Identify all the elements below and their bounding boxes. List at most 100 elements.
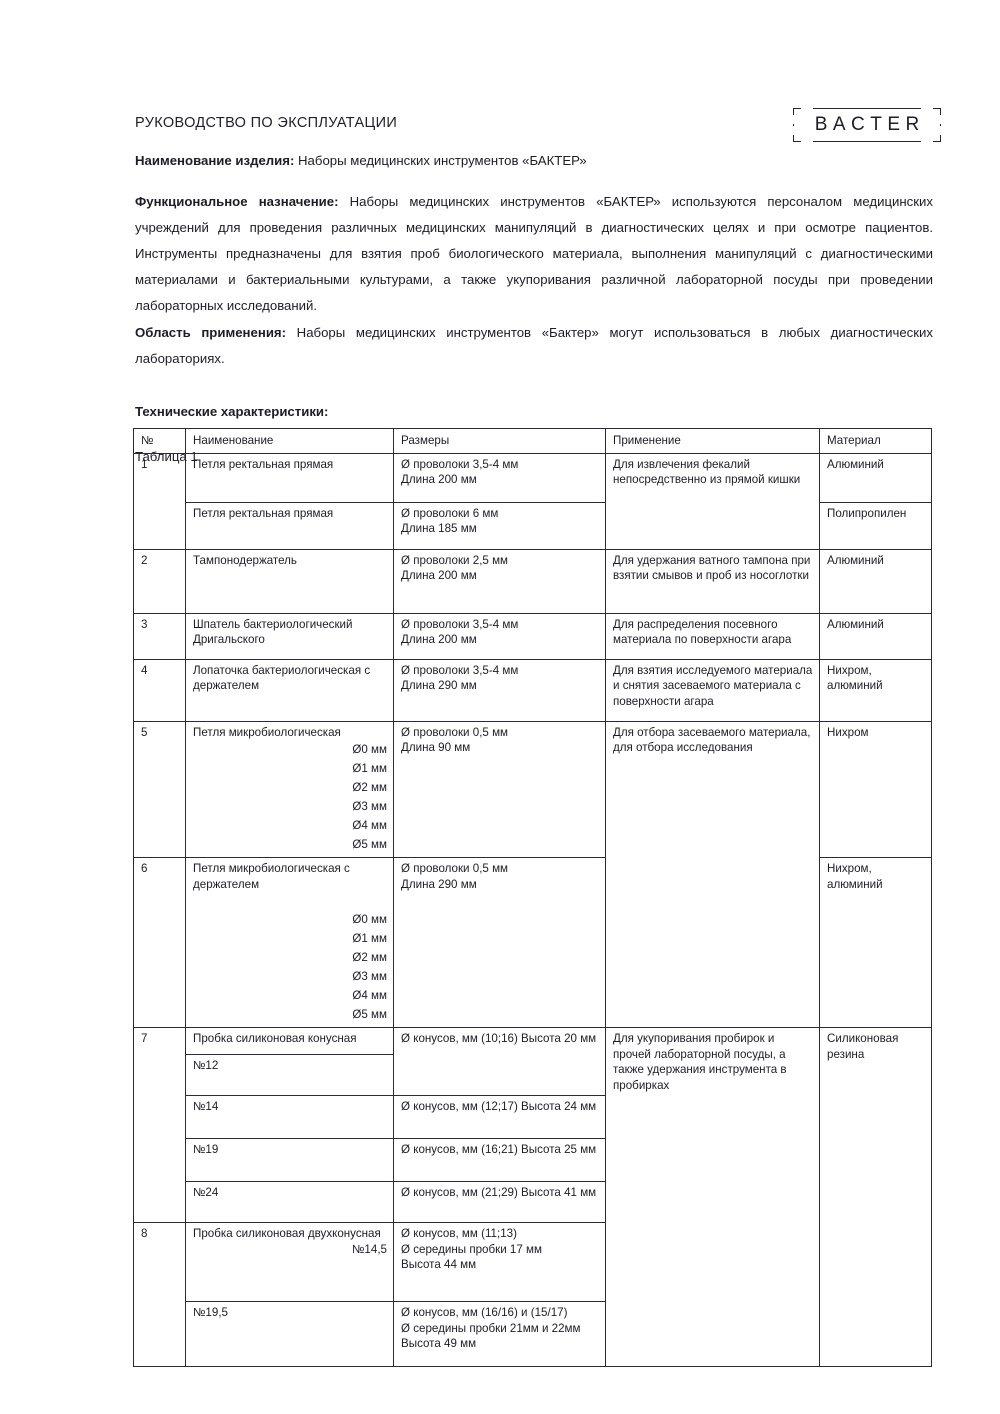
logo-notch-right-bottom xyxy=(938,126,944,135)
diameter-item: Ø0 мм xyxy=(352,743,387,756)
specs-heading: Технические характеристики: xyxy=(135,404,329,419)
table-row: 3 Шпатель бактериологический Дригальског… xyxy=(133,612,932,660)
cell-name-text: Петля микробиологическая с держателем xyxy=(193,862,350,891)
cell-number: 5 xyxy=(133,720,186,858)
cell-use: Для отбора засеваемого материала, для от… xyxy=(605,720,820,1028)
product-name-label: Наименование изделия: xyxy=(135,153,295,168)
document-header: РУКОВОДСТВО ПО ЭКСПЛУАТАЦИИ BACTER xyxy=(135,105,944,156)
cell-size: Ø конусов, мм (16/16) и (15/17) Ø середи… xyxy=(393,1301,606,1367)
cell-size: Ø проволоки 3,5-4 мм Длина 290 мм xyxy=(393,658,606,722)
table-row: 4 Лопаточка бактериологическая с держате… xyxy=(133,658,932,722)
table-row: №19 Ø конусов, мм (16;21) Высота 25 мм xyxy=(134,1138,932,1182)
table-row: 1 Петля ректальная прямая Ø проволоки 3,… xyxy=(133,452,932,550)
cell-material: Алюминий xyxy=(819,452,932,503)
cell-code: №19 xyxy=(185,1138,394,1182)
table-header-row: № Наименование Размеры Применение Матери… xyxy=(133,428,932,454)
column-header-size: Размеры xyxy=(393,428,606,454)
cell-use: Для удержания ватного тампона при взятии… xyxy=(605,548,820,614)
scope-text: Наборы медицинских инструментов «Бактер»… xyxy=(135,325,933,366)
cell-size: Ø конусов, мм (10;16) Высота 20 мм xyxy=(393,1027,606,1096)
diameter-item: Ø3 мм xyxy=(352,970,387,983)
cell-material: Нихром xyxy=(819,720,932,858)
purpose-label: Функциональное назначение: xyxy=(135,194,339,209)
table-row: 5 Петля микробиологическая Ø0 мм Ø1 мм Ø… xyxy=(133,720,932,1028)
cell-size: Ø проволоки 2,5 мм Длина 200 мм xyxy=(393,548,606,614)
cell-name: Тампонодержатель xyxy=(185,548,394,614)
scope-paragraph: Область применения: Наборы медицинских и… xyxy=(135,320,933,372)
logo-notch-right-top xyxy=(938,115,944,124)
logo-notch-top-right xyxy=(921,105,933,111)
cell-name-text: Пробка силиконовая двухконусная xyxy=(193,1227,381,1240)
table-row: 2 Тампонодержатель Ø проволоки 2,5 мм Дл… xyxy=(133,548,932,614)
diameter-item: Ø1 мм xyxy=(352,762,387,775)
diameter-item: Ø4 мм xyxy=(352,989,387,1002)
diameter-item: Ø3 мм xyxy=(352,800,387,813)
column-header-use: Применение xyxy=(605,428,820,454)
column-header-number: № xyxy=(133,428,186,454)
cell-material: Алюминий xyxy=(819,612,932,660)
cell-size: Ø проволоки 0,5 мм Длина 90 мм xyxy=(393,720,606,858)
table-row: Петля ректальная прямая Ø проволоки 6 мм… xyxy=(134,501,932,550)
diameter-item: Ø4 мм xyxy=(352,819,387,832)
document-kicker-title: РУКОВОДСТВО ПО ЭКСПЛУАТАЦИИ xyxy=(135,115,398,131)
cell-number: 1 xyxy=(133,452,186,550)
logo-frame xyxy=(793,108,941,142)
cell-material: Нихром, алюминий xyxy=(819,658,932,722)
cell-number: 4 xyxy=(133,658,186,722)
cell-size: Ø проволоки 3,5-4 мм Длина 200 мм xyxy=(393,452,606,503)
cell-material: Нихром, алюминий xyxy=(819,857,932,1028)
cell-size: Ø проволоки 0,5 мм Длина 290 мм xyxy=(393,857,606,1028)
logo-notch-left-top xyxy=(790,115,796,124)
cell-name: Петля микробиологическая Ø0 мм Ø1 мм Ø2 … xyxy=(185,720,394,858)
table-row: 7 Пробка силиконовая конусная Ø конусов,… xyxy=(133,1027,932,1367)
specifications-table-wrapper: № Наименование Размеры Применение Матери… xyxy=(133,428,932,1367)
document-body: Наименование изделия: Наборы медицинских… xyxy=(135,148,933,464)
table-row: №19,5 Ø конусов, мм (16/16) и (15/17) Ø … xyxy=(134,1301,932,1367)
cell-material: Полипропилен xyxy=(819,501,932,550)
product-name-value: Наборы медицинских инструментов «БАКТЕР» xyxy=(298,153,587,168)
diameter-item: Ø5 мм xyxy=(352,838,387,851)
purpose-paragraph: Функциональное назначение: Наборы медици… xyxy=(135,189,933,319)
cell-size: Ø конусов, мм (11;13) Ø середины пробки … xyxy=(393,1222,606,1302)
diameter-list: Ø0 мм Ø1 мм Ø2 мм Ø3 мм Ø4 мм Ø5 мм xyxy=(193,910,387,1024)
diameter-item: Ø2 мм xyxy=(352,781,387,794)
column-header-material: Материал xyxy=(819,428,932,454)
cell-number: 2 xyxy=(133,548,186,614)
table-row: 6 Петля микробиологическая с держателем … xyxy=(133,857,932,1028)
purpose-text: Наборы медицинских инструментов «БАКТЕР»… xyxy=(135,194,933,313)
cell-name: Пробка силиконовая конусная xyxy=(185,1027,394,1055)
cell-name: Пробка силиконовая двухконусная №14,5 xyxy=(185,1222,394,1302)
diameter-item: Ø2 мм xyxy=(352,951,387,964)
cell-size: Ø проволоки 3,5-4 мм Длина 200 мм xyxy=(393,612,606,660)
diameter-item: Ø5 мм xyxy=(352,1008,387,1021)
cell-number: 6 xyxy=(133,857,186,1028)
logo-notch-top-left xyxy=(801,105,813,111)
cell-code: №14,5 xyxy=(351,1242,387,1256)
cell-use: Для распределения посевного материала по… xyxy=(605,612,820,660)
cell-name: Шпатель бактериологический Дригальского xyxy=(185,612,394,660)
cell-material: Алюминий xyxy=(819,548,932,614)
cell-material: Силиконовая резина xyxy=(819,1027,932,1367)
bacter-logo: BACTER xyxy=(790,105,944,145)
cell-use: Для взятия исследуемого материала и снят… xyxy=(605,658,820,722)
logo-wordmark: BACTER xyxy=(814,114,925,135)
product-name-paragraph: Наименование изделия: Наборы медицинских… xyxy=(135,148,933,174)
column-header-name: Наименование xyxy=(185,428,394,454)
cell-name-text: Петля микробиологическая xyxy=(193,725,341,739)
diameter-list: Ø0 мм Ø1 мм Ø2 мм Ø3 мм Ø4 мм Ø5 мм xyxy=(193,740,387,854)
diameter-item: Ø0 мм xyxy=(352,913,387,926)
table-row: №24 Ø конусов, мм (21;29) Высота 41 мм xyxy=(134,1181,932,1223)
cell-size: Ø конусов, мм (12;17) Высота 24 мм xyxy=(393,1095,606,1139)
cell-size: Ø проволоки 6 мм Длина 185 мм xyxy=(393,501,606,550)
logo-notch-bottom-left xyxy=(801,139,813,145)
logo-notch-left-bottom xyxy=(790,126,796,135)
cell-code: №14 xyxy=(185,1095,394,1139)
cell-number: 8 xyxy=(133,1222,186,1367)
table-row: 8 Пробка силиконовая двухконусная №14,5 … xyxy=(133,1222,932,1367)
cell-name: Петля микробиологическая с держателем Ø0… xyxy=(185,857,394,1028)
cell-use: Для извлечения фекалий непосредственно и… xyxy=(605,452,820,550)
cell-use: Для укупоривания пробирок и прочей лабор… xyxy=(605,1027,820,1367)
cell-number: 7 xyxy=(133,1027,186,1223)
cell-code: №19,5 xyxy=(185,1301,394,1367)
